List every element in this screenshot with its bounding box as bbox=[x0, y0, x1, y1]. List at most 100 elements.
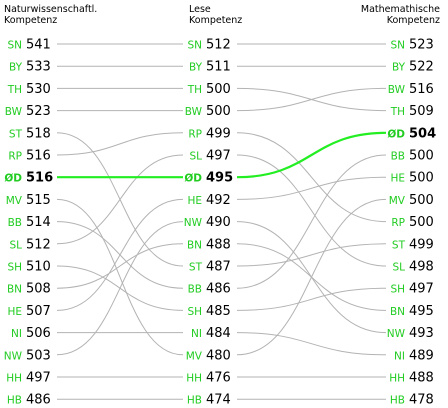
code-label-hh: HH bbox=[6, 373, 22, 385]
value-label-th: 500 bbox=[206, 82, 231, 97]
code-label-sn: SN bbox=[7, 40, 22, 52]
value-label-bb: 486 bbox=[206, 282, 231, 297]
connector-nw-0 bbox=[56, 221, 184, 356]
code-label-mv: MV bbox=[186, 350, 203, 362]
code-label-bb: BB bbox=[188, 284, 202, 296]
value-label-sn: 541 bbox=[26, 38, 51, 53]
value-label-sh: 497 bbox=[409, 282, 434, 297]
value-label-st: 518 bbox=[26, 126, 51, 141]
connector-sl-0 bbox=[56, 154, 184, 245]
value-label-st: 499 bbox=[409, 237, 434, 252]
code-label-st: ST bbox=[9, 128, 23, 140]
column-title-science: Naturwissenschaftl. Kompetenz bbox=[4, 4, 98, 26]
code-label-he: HE bbox=[390, 173, 405, 185]
code-label-st: ST bbox=[189, 262, 203, 274]
value-label-hb: 486 bbox=[26, 393, 51, 408]
code-label-he: HE bbox=[187, 195, 202, 207]
value-label-sh: 510 bbox=[26, 260, 51, 275]
value-label-bn: 488 bbox=[206, 237, 231, 252]
code-label-nw: NW bbox=[184, 217, 203, 229]
value-label-mv: 480 bbox=[206, 348, 231, 363]
value-label-bw: 516 bbox=[409, 82, 434, 97]
value-label-bn: 508 bbox=[26, 282, 51, 297]
code-label-od: ØD bbox=[184, 173, 202, 185]
code-label-mv: MV bbox=[6, 195, 23, 207]
value-label-mv: 515 bbox=[26, 193, 51, 208]
code-label-hh: HH bbox=[186, 373, 202, 385]
value-label-hh: 476 bbox=[206, 371, 231, 386]
code-label-sn: SN bbox=[390, 40, 405, 52]
value-label-nw: 493 bbox=[409, 326, 434, 341]
value-label-ni: 489 bbox=[409, 348, 434, 363]
code-label-st: ST bbox=[392, 239, 406, 251]
code-label-rp: RP bbox=[391, 217, 405, 229]
code-label-he: HE bbox=[7, 306, 22, 318]
connector-rp-1 bbox=[236, 132, 387, 223]
value-label-bw: 523 bbox=[26, 104, 51, 119]
code-label-bw: BW bbox=[5, 106, 23, 118]
code-label-sn: SN bbox=[187, 40, 202, 52]
value-label-he: 507 bbox=[26, 304, 51, 319]
value-label-nw: 490 bbox=[206, 215, 231, 230]
value-label-rp: 499 bbox=[206, 126, 231, 141]
connector-bb-1 bbox=[236, 154, 387, 289]
code-label-rp: RP bbox=[8, 151, 22, 163]
code-label-ni: NI bbox=[394, 350, 405, 362]
value-label-th: 530 bbox=[26, 82, 51, 97]
code-label-ni: NI bbox=[11, 328, 22, 340]
value-label-sl: 498 bbox=[409, 260, 434, 275]
code-label-bw: BW bbox=[185, 106, 203, 118]
connector-ni-1 bbox=[236, 332, 387, 356]
column-title-math: Mathemathische Kompetenz bbox=[360, 4, 440, 26]
code-label-bn: BN bbox=[187, 239, 202, 251]
value-label-rp: 500 bbox=[409, 215, 434, 230]
connector-he-1 bbox=[236, 176, 387, 200]
code-label-mv: MV bbox=[389, 195, 406, 207]
code-label-od: ØD bbox=[4, 173, 22, 185]
value-label-by: 522 bbox=[409, 60, 434, 75]
code-label-nw: NW bbox=[4, 350, 23, 362]
code-label-by: BY bbox=[189, 62, 203, 74]
value-label-rp: 516 bbox=[26, 149, 51, 164]
value-label-od: 516 bbox=[26, 171, 53, 186]
code-label-by: BY bbox=[9, 62, 23, 74]
value-label-he: 500 bbox=[409, 171, 434, 186]
connector-st-1 bbox=[236, 243, 387, 267]
code-label-by: BY bbox=[392, 62, 406, 74]
code-label-sh: SH bbox=[187, 306, 202, 318]
code-label-sh: SH bbox=[390, 284, 405, 296]
value-label-ni: 484 bbox=[206, 326, 231, 341]
connector-sh-1 bbox=[236, 287, 387, 311]
value-label-sn: 523 bbox=[409, 38, 434, 53]
value-label-sn: 512 bbox=[206, 38, 231, 53]
code-label-th: TH bbox=[390, 106, 405, 118]
connector-lines bbox=[56, 43, 387, 400]
code-label-bw: BW bbox=[388, 84, 406, 96]
value-label-hb: 478 bbox=[409, 393, 434, 408]
code-label-sh: SH bbox=[7, 262, 22, 274]
value-label-bw: 500 bbox=[206, 104, 231, 119]
value-label-sl: 497 bbox=[206, 149, 231, 164]
value-label-by: 511 bbox=[206, 60, 231, 75]
code-label-od: ØD bbox=[387, 128, 405, 140]
value-label-nw: 503 bbox=[26, 348, 51, 363]
value-label-st: 487 bbox=[206, 260, 231, 275]
code-label-hb: HB bbox=[7, 395, 22, 407]
code-label-rp: RP bbox=[188, 128, 202, 140]
code-label-sl: SL bbox=[392, 262, 405, 274]
value-label-od: 495 bbox=[206, 171, 233, 186]
connector-bw-1 bbox=[236, 87, 387, 112]
value-label-he: 492 bbox=[206, 193, 231, 208]
code-label-th: TH bbox=[7, 84, 22, 96]
connector-od-1 bbox=[236, 131, 387, 179]
column-title-reading: Lese Kompetenz bbox=[189, 4, 243, 26]
code-label-bn: BN bbox=[7, 284, 22, 296]
code-label-bn: BN bbox=[390, 306, 405, 318]
value-label-th: 509 bbox=[409, 104, 434, 119]
code-label-nw: NW bbox=[387, 328, 406, 340]
code-label-th: TH bbox=[187, 84, 202, 96]
